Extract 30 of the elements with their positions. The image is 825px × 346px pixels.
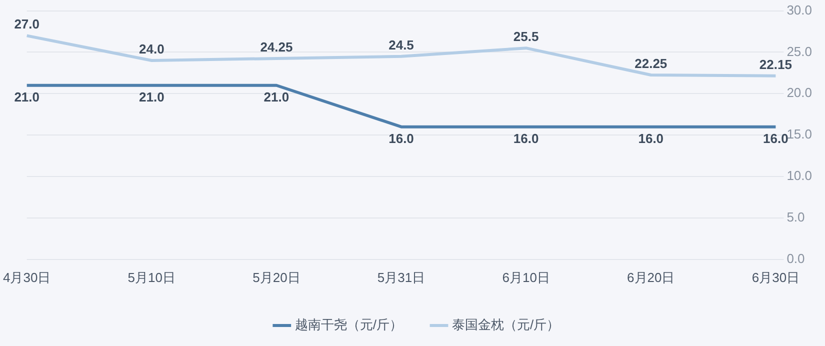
y-tick-label: 25.0 bbox=[786, 44, 812, 59]
y-tick-label: 20.0 bbox=[786, 85, 812, 100]
data-label: 21.0 bbox=[139, 89, 164, 104]
data-label: 16.0 bbox=[388, 130, 414, 146]
y-tick-label: 0.0 bbox=[786, 250, 805, 266]
data-label: 16.0 bbox=[513, 130, 539, 146]
legend-label: 泰国金枕（元/斤） bbox=[452, 317, 560, 332]
legend-label: 越南干尧（元/斤） bbox=[294, 317, 403, 332]
data-label: 24.0 bbox=[139, 42, 164, 57]
y-tick-label: 5.0 bbox=[786, 210, 805, 225]
x-tick-label: 5月10日 bbox=[128, 270, 176, 285]
data-label: 25.5 bbox=[513, 29, 539, 44]
data-label: 22.15 bbox=[759, 56, 792, 72]
data-label: 24.5 bbox=[388, 37, 414, 52]
data-label: 16.0 bbox=[763, 130, 788, 146]
x-tick-label: 5月20日 bbox=[252, 270, 300, 285]
y-tick-label: 30.0 bbox=[786, 2, 812, 18]
data-label: 22.25 bbox=[634, 56, 668, 72]
y-tick-label: 15.0 bbox=[786, 126, 812, 142]
x-tick-label: 6月20日 bbox=[627, 270, 675, 285]
x-tick-label: 6月30日 bbox=[752, 270, 800, 285]
data-label: 24.25 bbox=[260, 40, 293, 55]
x-tick-label: 4月30日 bbox=[2, 270, 51, 285]
x-tick-label: 5月31日 bbox=[377, 270, 426, 285]
data-label: 16.0 bbox=[638, 130, 664, 146]
data-label: 21.0 bbox=[264, 89, 290, 104]
data-label: 27.0 bbox=[14, 16, 40, 32]
data-label: 21.0 bbox=[14, 89, 40, 104]
x-tick-label: 6月10日 bbox=[502, 270, 550, 285]
y-tick-label: 10.0 bbox=[786, 168, 812, 184]
